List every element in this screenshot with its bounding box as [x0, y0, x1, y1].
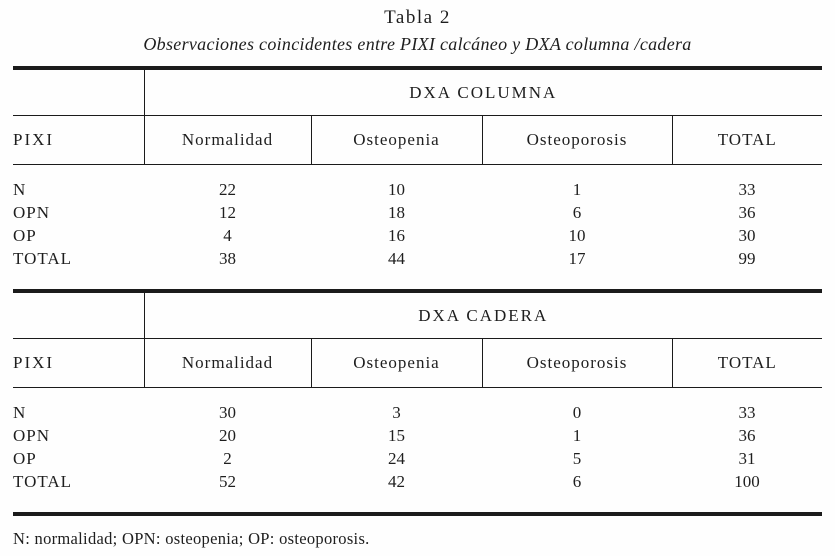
- data-cell: 20: [219, 426, 236, 445]
- data-cell: 10: [568, 226, 586, 245]
- data-cell: 16: [388, 226, 405, 245]
- data-cell: 33: [738, 180, 756, 199]
- data-cell: 22: [219, 180, 236, 199]
- table-footnote: N: normalidad; OPN: osteopenia; OP: oste…: [13, 529, 370, 548]
- data-cell: 36: [738, 203, 756, 222]
- table-row: N 22 10 1 33: [13, 165, 822, 202]
- data-cell: 2: [223, 449, 232, 468]
- table-row-total: TOTAL 38 44 17 99: [13, 247, 822, 289]
- row-label: TOTAL: [13, 472, 73, 491]
- table-row: OP 2 24 5 31: [13, 447, 822, 470]
- row-label: N: [13, 403, 27, 422]
- group-header-label: DXA CADERA: [144, 291, 823, 339]
- table-row-total: TOTAL 52 42 6 100: [13, 470, 822, 514]
- group-header-spacer-cell: [13, 68, 145, 116]
- data-cell: 31: [738, 449, 756, 468]
- row-label: TOTAL: [13, 249, 73, 268]
- data-cell: 36: [738, 426, 756, 445]
- column-header-normalidad: Normalidad: [144, 338, 312, 388]
- data-cell: 0: [572, 403, 582, 422]
- table-row: OPN 20 15 1 36: [13, 424, 822, 447]
- data-cell: 3: [392, 403, 401, 422]
- data-cell: 6: [572, 472, 582, 491]
- data-cell: 15: [388, 426, 405, 445]
- dxa-columna-table: DXA COLUMNA PIXI Normalidad Osteopenia O…: [13, 66, 823, 289]
- group-header-row: DXA CADERA: [13, 291, 823, 339]
- column-header-total: TOTAL: [672, 338, 823, 388]
- table-title: Tabla 2: [384, 7, 451, 28]
- column-header-row: PIXI Normalidad Osteopenia Osteoporosis …: [13, 338, 823, 388]
- row-label: OP: [13, 449, 37, 468]
- row-label: OP: [13, 226, 37, 245]
- data-cell: 6: [572, 203, 582, 222]
- data-cell: 44: [388, 249, 405, 268]
- column-header-normalidad: Normalidad: [144, 115, 312, 165]
- table-subtitle: Observaciones coincidentes entre PIXI ca…: [143, 34, 692, 54]
- data-cell: 12: [219, 203, 236, 222]
- data-cell: 38: [219, 249, 236, 268]
- column-header-total: TOTAL: [672, 115, 823, 165]
- row-axis-label: PIXI: [13, 115, 145, 165]
- data-cell: 42: [388, 472, 405, 491]
- data-cell: 18: [388, 203, 405, 222]
- data-cell: 99: [738, 249, 756, 268]
- data-cell: 30: [738, 226, 756, 245]
- row-label: N: [13, 180, 27, 199]
- data-cell: 33: [738, 403, 756, 422]
- group-header-row: DXA COLUMNA: [13, 68, 823, 116]
- table-row: N 30 3 0 33: [13, 388, 822, 425]
- group-header-label: DXA COLUMNA: [144, 68, 823, 116]
- column-header-osteopenia: Osteopenia: [311, 338, 483, 388]
- group-header-spacer-cell: [13, 291, 145, 339]
- table-row: OPN 12 18 6 36: [13, 201, 822, 224]
- column-header-osteopenia: Osteopenia: [311, 115, 483, 165]
- dxa-cadera-table: DXA CADERA PIXI Normalidad Osteopenia Os…: [13, 289, 823, 516]
- data-cell: 52: [219, 472, 236, 491]
- data-cell: 1: [572, 426, 582, 445]
- row-label: OPN: [13, 203, 51, 222]
- data-cell: 1: [572, 180, 582, 199]
- data-cell: 4: [223, 226, 232, 245]
- data-cell: 24: [388, 449, 405, 468]
- data-cell: 100: [734, 472, 760, 491]
- column-header-osteoporosis: Osteoporosis: [482, 115, 673, 165]
- table-row: OP 4 16 10 30: [13, 224, 822, 247]
- data-cell: 17: [568, 249, 586, 268]
- row-axis-label: PIXI: [13, 338, 145, 388]
- data-cell: 10: [388, 180, 405, 199]
- row-label: OPN: [13, 426, 51, 445]
- data-cell: 30: [219, 403, 236, 422]
- column-header-osteoporosis: Osteoporosis: [482, 338, 673, 388]
- column-header-row: PIXI Normalidad Osteopenia Osteoporosis …: [13, 115, 823, 165]
- data-cell: 5: [572, 449, 582, 468]
